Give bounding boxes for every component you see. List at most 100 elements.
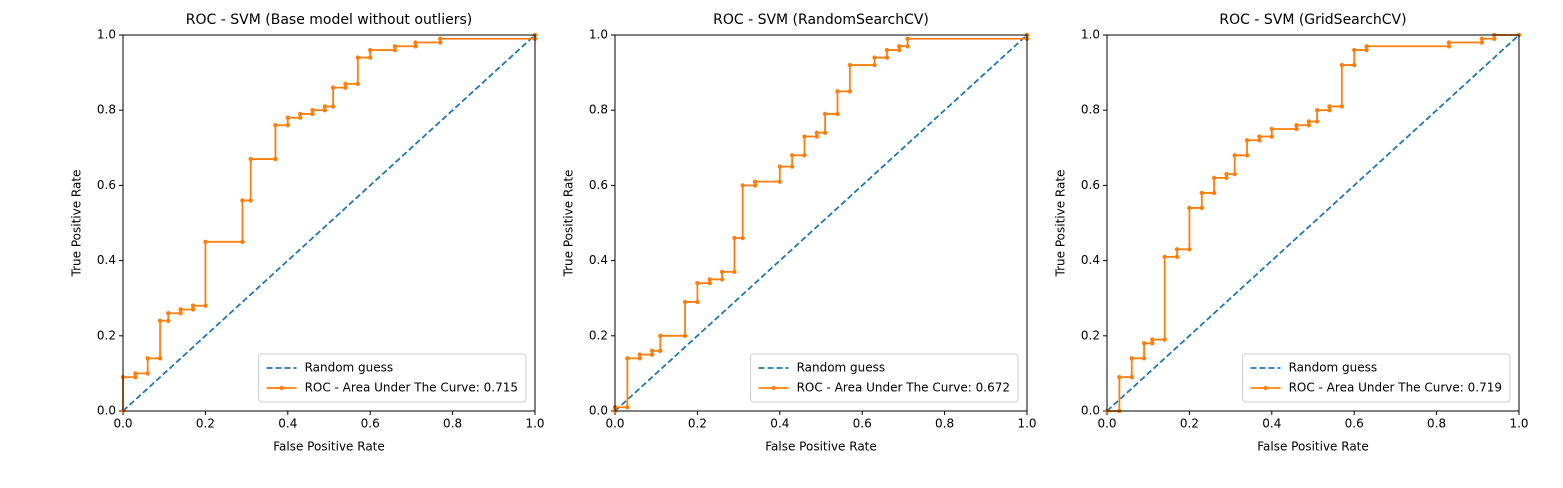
point (847, 89, 853, 94)
point (1187, 247, 1192, 252)
point (1162, 254, 1167, 260)
x-tick-label: 1.0 (1509, 417, 1528, 431)
point (133, 374, 138, 380)
point (145, 371, 150, 376)
point (1269, 126, 1275, 132)
point (1117, 374, 1122, 380)
point (1150, 341, 1155, 346)
x-tick-label: 0.2 (688, 417, 707, 431)
point (1232, 153, 1237, 158)
point (872, 62, 877, 68)
point (1174, 247, 1180, 252)
point (658, 333, 663, 338)
legend-label: Random guess (797, 361, 886, 375)
point (157, 318, 163, 323)
point (695, 280, 700, 286)
x-axis-label: False Positive Rate (273, 440, 385, 454)
point (695, 299, 700, 305)
x-tick-label: 1.0 (525, 417, 544, 431)
point (1257, 138, 1262, 143)
point (438, 36, 443, 41)
y-tick-label: 0.2 (589, 328, 608, 342)
series-line (122, 35, 536, 411)
point (438, 40, 443, 45)
point (297, 115, 303, 120)
axes-frame (1106, 34, 1520, 412)
x-axis-label: False Positive Rate (765, 440, 877, 454)
chart-panel: ROC - SVM (RandomSearchCV) False Positive… (562, 12, 1037, 454)
point (310, 111, 315, 117)
point (1232, 171, 1237, 177)
legend-label: Random guess (305, 361, 394, 375)
x-tick-label: 0.4 (1262, 417, 1281, 431)
point (368, 47, 373, 53)
x-tick-label: 0.2 (196, 417, 215, 431)
point (649, 352, 655, 357)
point (392, 44, 398, 49)
point (905, 44, 910, 49)
point (248, 198, 253, 203)
point (649, 348, 655, 354)
point (1492, 36, 1497, 41)
point (1327, 104, 1332, 109)
point (835, 111, 840, 117)
legend-box (1242, 353, 1511, 403)
point (392, 47, 398, 53)
point (343, 85, 348, 90)
point (240, 198, 245, 203)
y-tick-label: 0.8 (589, 103, 608, 117)
point (1257, 134, 1262, 139)
x-tick-label: 0.0 (1097, 417, 1116, 431)
x-tick-label: 0.2 (1180, 417, 1199, 431)
point (1479, 40, 1485, 45)
point (145, 356, 150, 361)
point (1352, 47, 1357, 53)
point (897, 47, 902, 53)
point (1187, 205, 1192, 211)
x-tick-label: 0.4 (770, 417, 789, 431)
point (1199, 205, 1204, 211)
chart-title: ROC - SVM (Base model without outliers) (186, 12, 472, 28)
point (1141, 341, 1147, 346)
plot-area (120, 32, 538, 414)
x-tick-label: 0.6 (1345, 417, 1364, 431)
point (413, 40, 418, 45)
point (1339, 62, 1345, 68)
y-tick-label: 0.6 (1081, 178, 1100, 192)
legend-label: ROC - Area Under The Curve: 0.719 (1289, 381, 1502, 395)
point (1294, 126, 1299, 132)
legend-marker (771, 385, 776, 391)
point (1327, 108, 1332, 113)
x-tick-label: 0.8 (443, 417, 462, 431)
point (330, 104, 336, 109)
point (777, 164, 782, 169)
series-line (122, 34, 536, 412)
point (1211, 175, 1217, 181)
point (322, 104, 328, 109)
point (190, 307, 196, 312)
point (1352, 62, 1357, 68)
plot-area (612, 32, 1030, 414)
axes-frame (614, 34, 1028, 412)
point (273, 123, 278, 128)
series-line (614, 34, 1028, 412)
point (133, 371, 138, 376)
point (1244, 138, 1250, 143)
point (1224, 171, 1229, 177)
point (905, 36, 910, 41)
point (1314, 119, 1320, 124)
point (625, 356, 630, 361)
point (1150, 337, 1155, 342)
plot-area (1104, 32, 1522, 414)
point (1306, 119, 1312, 124)
point (355, 81, 361, 87)
point (637, 356, 642, 361)
point (355, 55, 361, 60)
chart-title: ROC - SVM (GridSearchCV) (1219, 12, 1406, 28)
point (1446, 40, 1452, 45)
point (166, 318, 171, 323)
y-tick-label: 0.2 (97, 328, 116, 342)
point (814, 130, 820, 135)
point (707, 280, 712, 286)
y-tick-label: 1.0 (1081, 28, 1100, 42)
